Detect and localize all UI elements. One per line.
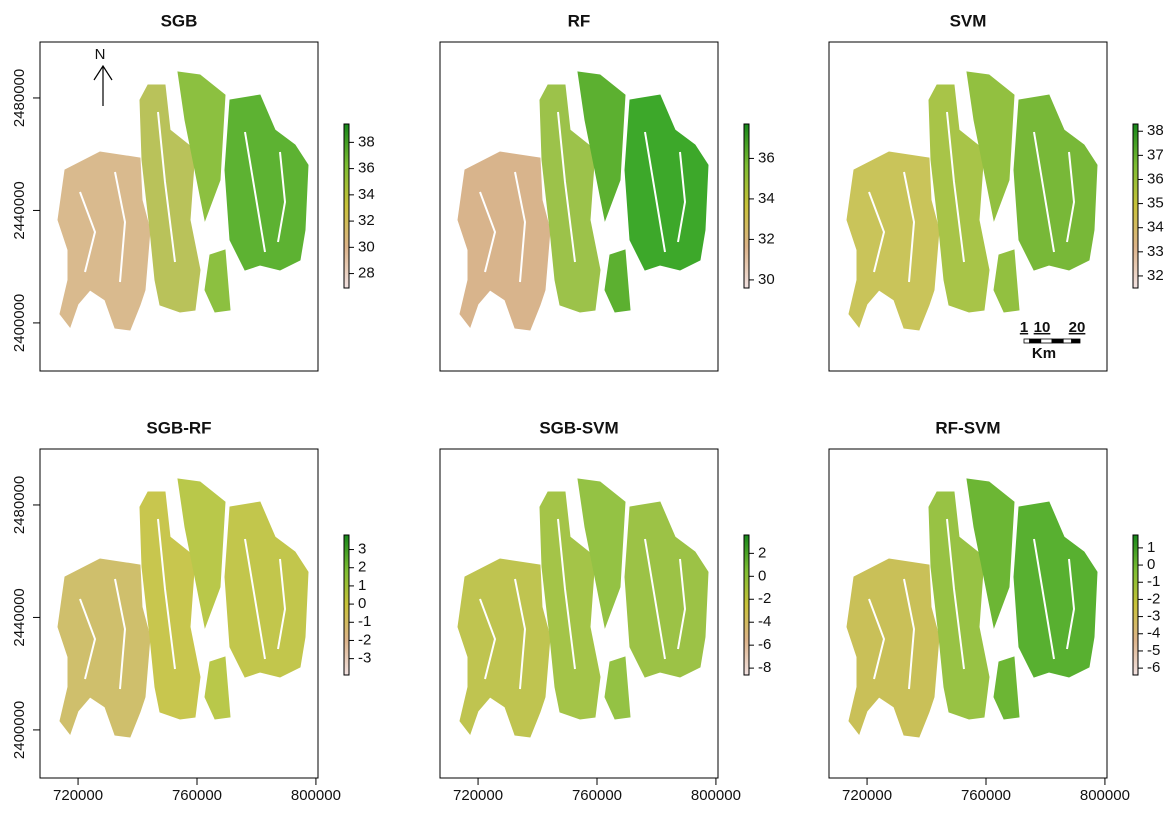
x-tick-label: 720000	[453, 787, 503, 804]
legend-tick-label: 0	[1147, 556, 1155, 573]
panel-title: SVM	[950, 11, 987, 30]
land-area	[605, 657, 630, 719]
figure: SGB283032343638240000024400002480000RF30…	[0, 0, 1174, 821]
scale-bar-segment	[1052, 339, 1063, 343]
legend-tick-label: 34	[358, 186, 375, 203]
legend-tick-label: -3	[358, 650, 371, 667]
legend-tick-label: 2	[758, 544, 766, 561]
y-tick-label: 2480000	[11, 69, 28, 127]
legend-tick-label: 32	[358, 212, 375, 229]
land-area	[225, 95, 308, 270]
legend-tick-label: -4	[1147, 625, 1160, 642]
panel-title: RF-SVM	[935, 418, 1000, 437]
legend-tick-label: -2	[758, 590, 771, 607]
legend-tick-label: 30	[758, 271, 775, 288]
land-area	[1014, 95, 1097, 270]
color-bar	[744, 535, 749, 675]
scale-bar-label: 1	[1020, 319, 1028, 336]
panel-title: SGB	[161, 11, 198, 30]
legend-tick-label: 1	[358, 577, 366, 594]
color-bar	[744, 124, 749, 288]
legend-tick-label: 33	[1147, 243, 1164, 260]
x-tick-label: 800000	[691, 787, 741, 804]
legend-tick-label: -6	[758, 636, 771, 653]
legend-tick-label: 38	[1147, 122, 1164, 139]
legend-tick-label: -3	[1147, 608, 1160, 625]
land-area	[58, 559, 150, 737]
land-area	[847, 152, 939, 330]
x-tick-label: 720000	[842, 787, 892, 804]
scale-bar-label: 10	[1034, 319, 1051, 336]
x-tick-label: 800000	[291, 787, 341, 804]
scale-bar-segment	[1072, 339, 1080, 343]
north-label: N	[95, 46, 106, 63]
north-arrow	[94, 66, 112, 106]
scale-bar-segment	[1024, 339, 1030, 343]
legend-tick-label: -6	[1147, 659, 1160, 676]
legend-tick-label: 32	[758, 230, 775, 247]
legend-tick-label: 35	[1147, 195, 1164, 212]
legend-tick-label: -1	[358, 613, 371, 630]
legend-tick-label: -2	[358, 631, 371, 648]
legend-tick-label: 36	[1147, 170, 1164, 187]
x-tick-label: 760000	[572, 787, 622, 804]
land-area	[458, 152, 550, 330]
land-area	[625, 502, 708, 677]
color-bar	[344, 535, 349, 675]
land-area	[205, 657, 230, 719]
legend-tick-label: -2	[1147, 590, 1160, 607]
panel-title: SGB-RF	[146, 418, 211, 437]
y-tick-label: 2440000	[11, 181, 28, 239]
y-tick-label: 2400000	[11, 701, 28, 759]
y-tick-label: 2480000	[11, 476, 28, 534]
panel-title: SGB-SVM	[539, 418, 618, 437]
legend-tick-label: -4	[758, 613, 771, 630]
legend-tick-label: 34	[758, 190, 775, 207]
land-area	[994, 657, 1019, 719]
x-tick-label: 760000	[172, 787, 222, 804]
color-bar	[1133, 124, 1138, 288]
legend-tick-label: 32	[1147, 267, 1164, 284]
legend-tick-label: 0	[358, 595, 366, 612]
land-area	[847, 559, 939, 737]
legend-tick-label: -1	[1147, 573, 1160, 590]
color-bar	[344, 124, 349, 288]
scale-bar-unit: Km	[1032, 345, 1056, 362]
land-area	[205, 250, 230, 312]
legend-tick-label: 2	[358, 559, 366, 576]
y-tick-label: 2440000	[11, 588, 28, 646]
scale-bar-segment	[1030, 339, 1041, 343]
legend-tick-label: -8	[758, 659, 771, 676]
y-tick-label: 2400000	[11, 294, 28, 352]
legend-tick-label: 1	[1147, 539, 1155, 556]
legend-tick-label: 34	[1147, 219, 1164, 236]
legend-tick-label: 36	[358, 160, 375, 177]
land-area	[58, 152, 150, 330]
x-tick-label: 760000	[961, 787, 1011, 804]
land-area	[458, 559, 550, 737]
land-area	[994, 250, 1019, 312]
land-area	[625, 95, 708, 270]
legend-tick-label: 30	[358, 238, 375, 255]
land-area	[1014, 502, 1097, 677]
legend-tick-label: 3	[358, 541, 366, 558]
land-area	[605, 250, 630, 312]
land-area	[225, 502, 308, 677]
color-bar	[1133, 535, 1138, 675]
scale-bar-label: 20	[1069, 319, 1086, 336]
x-tick-label: 800000	[1080, 787, 1130, 804]
legend-tick-label: -5	[1147, 642, 1160, 659]
legend-tick-label: 0	[758, 567, 766, 584]
x-tick-label: 720000	[53, 787, 103, 804]
legend-tick-label: 36	[758, 149, 775, 166]
scale-bar-segment	[1041, 339, 1052, 343]
scale-bar-segment	[1063, 339, 1071, 343]
legend-tick-label: 37	[1147, 146, 1164, 163]
legend-tick-label: 28	[358, 265, 375, 282]
legend-tick-label: 38	[358, 133, 375, 150]
panel-title: RF	[568, 11, 591, 30]
